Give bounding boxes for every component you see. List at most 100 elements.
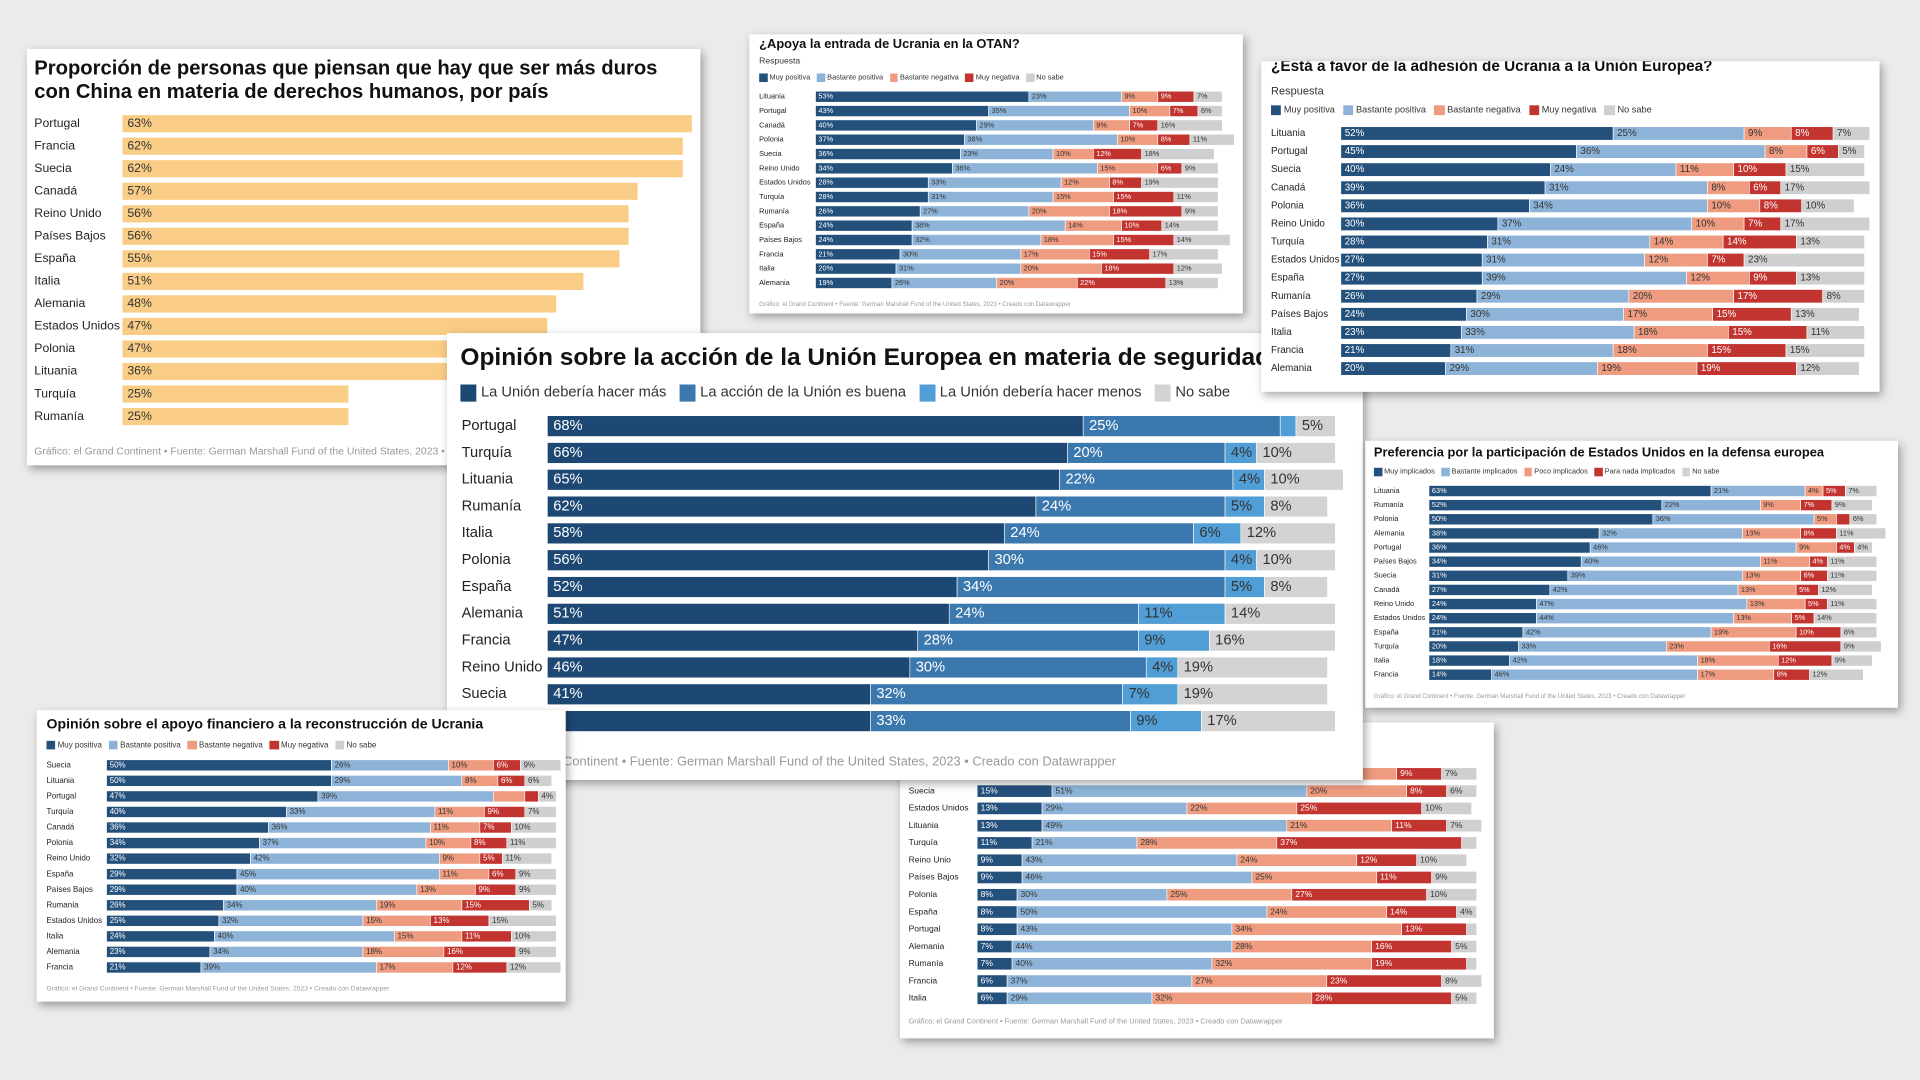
value-label: 8% [1445, 975, 1458, 985]
bar-segment [1177, 656, 1328, 679]
chart-panel: Suecia Lituania Portugal Turquía Canadá Polon… [36, 710, 566, 1002]
value-label: 22% [1190, 803, 1208, 813]
bar-segment [1536, 612, 1734, 625]
value-label: 7% [483, 823, 494, 832]
value-label: 34% [110, 838, 126, 847]
value-label: 15% [1790, 164, 1810, 175]
value-label: 9% [1124, 92, 1135, 101]
chart: Portugal Francia Suecia Canadá Reino Unido Pa… [34, 115, 692, 426]
value-label: 24% [1042, 498, 1071, 514]
value-label: 13% [981, 803, 999, 813]
value-label: 18% [1617, 345, 1637, 356]
value-label: 29% [110, 885, 126, 894]
bar-segment [547, 683, 871, 706]
value-label: 10% [1696, 218, 1716, 229]
value-label: 5% [1455, 993, 1468, 1003]
value-label: 52% [1345, 128, 1365, 139]
bar-segment [1264, 576, 1328, 598]
value-label: 33% [931, 178, 946, 187]
value-label: 13% [1750, 599, 1765, 608]
legend-label: No sabe [1692, 468, 1720, 477]
value-label: 18% [1701, 656, 1716, 665]
value-label: 37% [818, 135, 833, 144]
value-label: 28% [818, 192, 833, 201]
value-label: 10% [1120, 135, 1135, 144]
value-label: 9% [479, 885, 490, 894]
legend-swatch [1604, 105, 1615, 116]
bar-segment [815, 133, 965, 146]
category-label: Alemania [1374, 528, 1405, 537]
value-label: 44% [1016, 941, 1034, 951]
value-label: 31% [931, 192, 946, 201]
value-label: 15% [1711, 345, 1731, 356]
bar-segment [1181, 162, 1219, 175]
value-label: 38% [915, 221, 930, 230]
value-label: 32% [110, 854, 126, 863]
chart-source: Gráfico: el Grand Continent • Fuente: Ge… [461, 753, 1116, 769]
bar-segment [218, 915, 364, 927]
value-label: 40% [1345, 164, 1365, 175]
value-label: 9% [519, 869, 530, 878]
value-label: 7% [1804, 500, 1815, 509]
value-label: 63% [127, 116, 152, 130]
value-label: 15% [1056, 192, 1071, 201]
chart: Lituania Portugal Suecia Canadá Polonia Reino… [1271, 126, 1871, 376]
category-label: Estados Unidos [909, 803, 969, 813]
bar-segment [1522, 626, 1712, 639]
category-label: Turquía [1271, 237, 1305, 248]
value-label: 32% [1215, 958, 1233, 968]
value-label: 27% [1345, 255, 1365, 266]
value-label: 18% [1145, 149, 1160, 158]
category-label: Portugal [47, 792, 77, 801]
value-label: 9% [1400, 768, 1413, 778]
bar-segment [1264, 469, 1344, 491]
value-label: 7% [1128, 686, 1149, 702]
value-label: 46% [1593, 542, 1608, 551]
value-label: 16% [1215, 633, 1244, 649]
legend-swatch [679, 385, 696, 402]
value-label: 19% [1145, 178, 1160, 187]
bar-segment [815, 162, 953, 175]
value-label: 24% [1270, 906, 1288, 916]
value-label: 23% [1669, 641, 1684, 650]
category-label: Rumanía [34, 409, 84, 423]
legend-swatch [1343, 105, 1354, 116]
value-label: 30% [916, 659, 945, 675]
value-label: 63% [1432, 486, 1447, 495]
value-label: 11% [1193, 135, 1208, 144]
legend-item: Muy implicados [1373, 467, 1435, 476]
legend: Muy positiva Bastante positiva Bastante ne… [1271, 104, 1652, 116]
legend-swatch [46, 740, 56, 750]
value-label: 26% [110, 900, 126, 909]
bar-segment [1549, 584, 1739, 596]
category-label: Lituania [34, 364, 77, 378]
value-label: 12% [1177, 264, 1192, 273]
category-label: Turquía [759, 192, 785, 201]
bar [122, 295, 557, 313]
value-label: 17% [1701, 670, 1716, 679]
value-label: 50% [1021, 906, 1039, 916]
value-label: 5% [1817, 514, 1828, 523]
bar-segment [1011, 957, 1213, 971]
chart-title: Opinión sobre el apoyo financiero a la r… [46, 717, 484, 733]
value-label: 13% [1169, 278, 1184, 287]
category-label: Italia [909, 993, 927, 1003]
value-label: 25% [1170, 889, 1188, 899]
value-label: 9% [1748, 128, 1762, 139]
legend-label: Bastante negativa [199, 740, 263, 750]
value-label: 11% [1680, 164, 1699, 175]
legend-item: Bastante negativa [187, 740, 263, 750]
value-label: 10% [1056, 149, 1071, 158]
bar-segment [1854, 541, 1873, 554]
bar-segment [547, 469, 1060, 491]
value-label: 12% [1247, 525, 1276, 541]
value-label: 9% [443, 854, 454, 863]
legend-item: Muy positiva [46, 740, 102, 750]
value-label: 46% [1026, 872, 1044, 882]
value-label: 5% [1455, 941, 1468, 951]
value-label: 21% [1432, 627, 1447, 636]
value-label: 11% [1144, 606, 1172, 622]
value-label: 23% [1330, 975, 1348, 985]
category-label: Alemania [1271, 363, 1312, 374]
legend-swatch [109, 740, 118, 750]
